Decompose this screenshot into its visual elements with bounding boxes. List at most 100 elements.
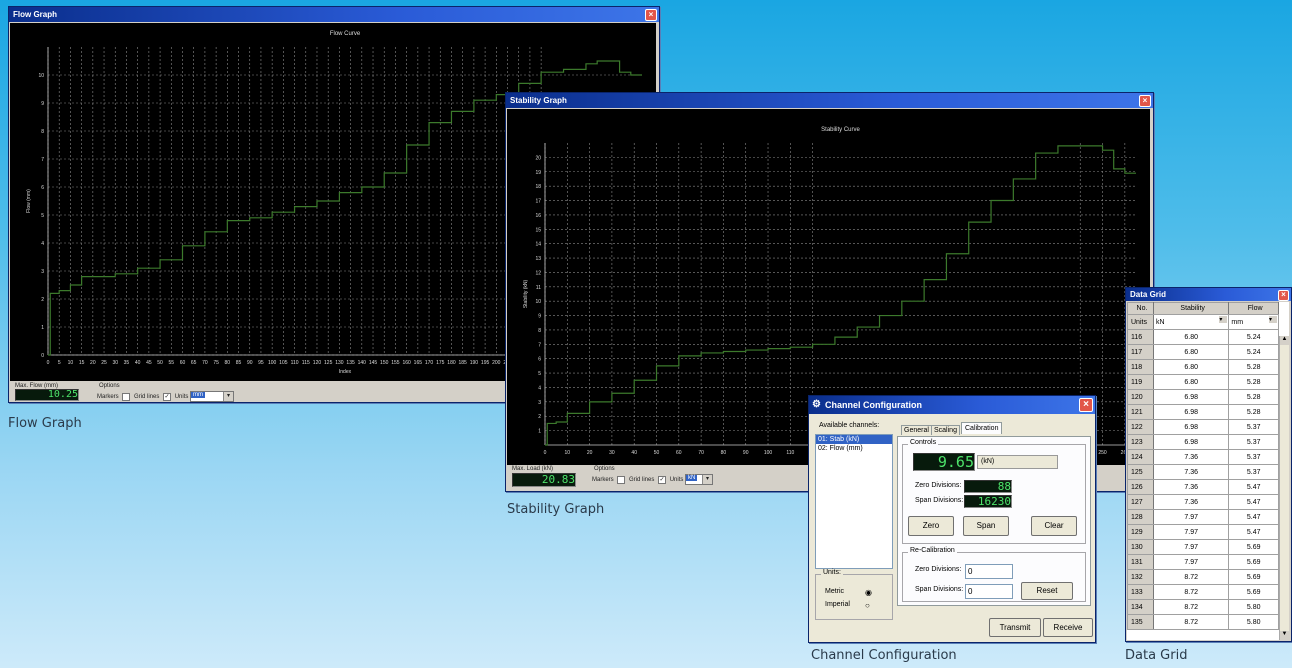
transmit-button[interactable]: Transmit: [989, 618, 1041, 637]
chevron-down-icon[interactable]: ▾: [702, 475, 713, 484]
cell-flow[interactable]: 5.37: [1228, 419, 1279, 435]
recal-zero-input[interactable]: 0: [965, 564, 1013, 579]
cell-no[interactable]: 120: [1127, 389, 1154, 405]
cell-flow[interactable]: 5.28: [1228, 374, 1279, 390]
stability-units-select[interactable]: kN ▾: [1152, 314, 1230, 330]
cell-no[interactable]: 130: [1127, 539, 1154, 555]
vertical-scrollbar[interactable]: ▲ ▼: [1279, 336, 1289, 640]
cell-flow[interactable]: 5.47: [1228, 509, 1279, 525]
chevron-down-icon[interactable]: ▾: [1269, 316, 1277, 323]
tab-general[interactable]: General: [901, 425, 932, 435]
cell-stability[interactable]: 6.98: [1152, 434, 1230, 450]
cell-no[interactable]: 131: [1127, 554, 1154, 570]
reset-button[interactable]: Reset: [1021, 582, 1073, 600]
cell-no[interactable]: 121: [1127, 404, 1154, 420]
cell-flow[interactable]: 5.24: [1228, 344, 1279, 360]
zero-button[interactable]: Zero: [908, 516, 954, 536]
cell-stability[interactable]: 7.36: [1152, 494, 1230, 510]
channel-list-item[interactable]: 01: Stab (kN): [816, 435, 892, 444]
clear-button[interactable]: Clear: [1031, 516, 1077, 536]
cell-flow[interactable]: 5.47: [1228, 494, 1279, 510]
cell-no[interactable]: 126: [1127, 479, 1154, 495]
receive-button[interactable]: Receive: [1043, 618, 1093, 637]
cell-no[interactable]: 124: [1127, 449, 1154, 465]
cell-stability[interactable]: 7.97: [1152, 554, 1230, 570]
cell-no[interactable]: 119: [1127, 374, 1154, 390]
cell-flow[interactable]: 5.69: [1228, 569, 1279, 585]
cell-flow[interactable]: 5.28: [1228, 389, 1279, 405]
cell-no[interactable]: 129: [1127, 524, 1154, 540]
cell-no[interactable]: 125: [1127, 464, 1154, 480]
table-row[interactable]: 123 6.98 5.37: [1127, 434, 1279, 450]
table-row[interactable]: 127 7.36 5.47: [1127, 494, 1279, 510]
cell-no[interactable]: 127: [1127, 494, 1154, 510]
tab-scaling[interactable]: Scaling: [931, 425, 960, 435]
tab-calibration[interactable]: Calibration: [961, 422, 1003, 434]
table-row[interactable]: 128 7.97 5.47: [1127, 509, 1279, 525]
span-button[interactable]: Span: [963, 516, 1009, 536]
flow-units-select[interactable]: mm ▾: [1228, 314, 1279, 330]
cell-stability[interactable]: 6.80: [1152, 329, 1230, 345]
table-row[interactable]: 131 7.97 5.69: [1127, 554, 1279, 570]
close-icon[interactable]: ×: [1079, 398, 1093, 412]
cell-no[interactable]: 122: [1127, 419, 1154, 435]
cell-stability[interactable]: 7.36: [1152, 479, 1230, 495]
channel-config-titlebar[interactable]: ⚙ Channel Configuration ×: [809, 396, 1095, 414]
table-row[interactable]: 134 8.72 5.80: [1127, 599, 1279, 615]
cell-stability[interactable]: 7.36: [1152, 464, 1230, 480]
cell-stability[interactable]: 6.98: [1152, 404, 1230, 420]
table-row[interactable]: 132 8.72 5.69: [1127, 569, 1279, 585]
metric-radio[interactable]: ◉: [865, 588, 872, 597]
table-row[interactable]: 121 6.98 5.28: [1127, 404, 1279, 420]
table-row[interactable]: 119 6.80 5.28: [1127, 374, 1279, 390]
table-row[interactable]: 129 7.97 5.47: [1127, 524, 1279, 540]
stability-graph-titlebar[interactable]: Stability Graph ×: [506, 93, 1153, 108]
scroll-up-icon[interactable]: ▲: [1280, 336, 1289, 345]
cell-stability[interactable]: 6.80: [1152, 359, 1230, 375]
gridlines-checkbox[interactable]: ✓: [658, 475, 667, 484]
channel-list[interactable]: 01: Stab (kN) 02: Flow (mm): [815, 434, 893, 569]
cell-no[interactable]: 132: [1127, 569, 1154, 585]
cell-flow[interactable]: 5.37: [1228, 464, 1279, 480]
chevron-down-icon[interactable]: ▾: [1219, 316, 1228, 323]
cell-no[interactable]: 116: [1127, 329, 1154, 345]
gridlines-checkbox[interactable]: ✓: [163, 392, 172, 401]
chevron-down-icon[interactable]: ▾: [223, 392, 234, 401]
table-row[interactable]: 125 7.36 5.37: [1127, 464, 1279, 480]
table-row[interactable]: 130 7.97 5.69: [1127, 539, 1279, 555]
cell-flow[interactable]: 5.69: [1228, 554, 1279, 570]
cell-no[interactable]: 118: [1127, 359, 1154, 375]
cell-no[interactable]: 123: [1127, 434, 1154, 450]
table-row[interactable]: 116 6.80 5.24: [1127, 329, 1279, 345]
table-row[interactable]: 118 6.80 5.28: [1127, 359, 1279, 375]
cell-flow[interactable]: 5.47: [1228, 479, 1279, 495]
markers-checkbox[interactable]: [617, 475, 626, 484]
cell-flow[interactable]: 5.37: [1228, 449, 1279, 465]
table-row[interactable]: 135 8.72 5.80: [1127, 614, 1279, 630]
cell-no[interactable]: 128: [1127, 509, 1154, 525]
table-row[interactable]: 126 7.36 5.47: [1127, 479, 1279, 495]
cell-flow[interactable]: 5.80: [1228, 599, 1279, 615]
table-row[interactable]: 117 6.80 5.24: [1127, 344, 1279, 360]
cell-no[interactable]: 135: [1127, 614, 1154, 630]
cell-no[interactable]: 134: [1127, 599, 1154, 615]
cell-stability[interactable]: 8.72: [1152, 584, 1230, 600]
cell-stability[interactable]: 6.98: [1152, 419, 1230, 435]
table-row[interactable]: 122 6.98 5.37: [1127, 419, 1279, 435]
cell-flow[interactable]: 5.69: [1228, 584, 1279, 600]
cell-flow[interactable]: 5.80: [1228, 614, 1279, 630]
cell-flow[interactable]: 5.24: [1228, 329, 1279, 345]
cell-stability[interactable]: 6.80: [1152, 344, 1230, 360]
cell-flow[interactable]: 5.69: [1228, 539, 1279, 555]
close-icon[interactable]: ×: [1278, 290, 1289, 301]
table-row[interactable]: 133 8.72 5.69: [1127, 584, 1279, 600]
cell-stability[interactable]: 8.72: [1152, 614, 1230, 630]
cell-flow[interactable]: 5.47: [1228, 524, 1279, 540]
markers-checkbox[interactable]: [122, 392, 131, 401]
close-icon[interactable]: ×: [1139, 95, 1151, 107]
close-icon[interactable]: ×: [645, 9, 657, 21]
cell-flow[interactable]: 5.37: [1228, 434, 1279, 450]
channel-list-item[interactable]: 02: Flow (mm): [818, 445, 863, 452]
cell-no[interactable]: 133: [1127, 584, 1154, 600]
flow-graph-titlebar[interactable]: Flow Graph ×: [9, 7, 659, 22]
